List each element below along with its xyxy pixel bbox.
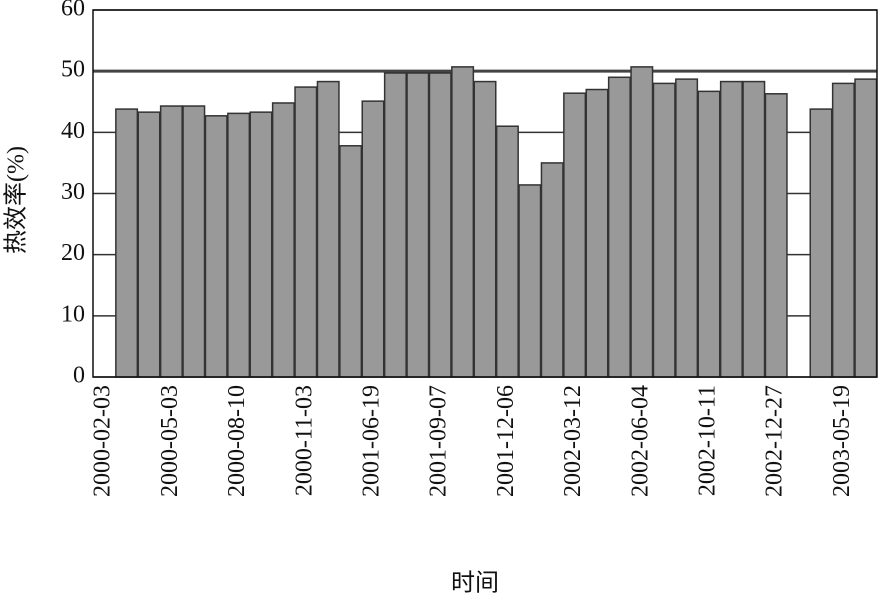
bar xyxy=(495,125,519,378)
x-tick-label: 2000-11-03 xyxy=(291,385,317,496)
bar xyxy=(854,78,878,378)
bar xyxy=(316,80,340,378)
bar xyxy=(249,111,273,378)
bar xyxy=(204,115,228,378)
plot-frame xyxy=(92,9,878,378)
x-tick-label: 2001-09-07 xyxy=(426,385,452,497)
x-tick-label: 2001-12-06 xyxy=(493,385,519,497)
bar xyxy=(271,102,295,378)
bar xyxy=(182,105,206,378)
y-tick-label: 0 xyxy=(73,363,85,389)
bar xyxy=(585,88,609,378)
bar xyxy=(540,162,564,378)
bar xyxy=(159,105,183,378)
bar xyxy=(227,112,251,378)
bar xyxy=(630,66,654,378)
bar xyxy=(294,86,318,378)
y-tick-label: 40 xyxy=(61,118,85,144)
bar xyxy=(473,80,497,378)
bar xyxy=(451,66,475,378)
y-tick-label: 30 xyxy=(61,179,85,205)
x-tick-label: 2000-02-03 xyxy=(90,385,116,497)
bar xyxy=(518,184,542,378)
y-tick-label: 50 xyxy=(61,57,85,83)
bar xyxy=(428,72,452,378)
bar xyxy=(137,111,161,378)
bar xyxy=(764,93,788,378)
x-tick-label: 2001-06-19 xyxy=(359,385,385,497)
y-axis-label: 热效率(%) xyxy=(3,146,30,254)
bar xyxy=(607,76,631,378)
bar xyxy=(675,78,699,378)
x-tick-label: 2002-10-11 xyxy=(695,385,721,496)
x-tick-label: 2002-06-04 xyxy=(627,385,653,497)
bar xyxy=(809,108,833,378)
x-axis-label: 时间 xyxy=(451,570,499,597)
bar xyxy=(361,100,385,378)
y-tick-label: 60 xyxy=(61,0,85,22)
bar xyxy=(383,72,407,378)
x-tick-label: 2002-03-12 xyxy=(560,385,586,497)
x-tick-label: 2000-05-03 xyxy=(157,385,183,497)
bar xyxy=(563,92,587,378)
bar xyxy=(406,72,430,378)
x-tick-label: 2002-12-27 xyxy=(762,385,788,497)
bar xyxy=(719,80,743,378)
bar xyxy=(652,82,676,378)
y-tick-label: 20 xyxy=(61,240,85,266)
x-tick-label: 2003-05-19 xyxy=(829,385,855,497)
bar xyxy=(115,108,139,378)
bar xyxy=(339,145,363,378)
bar xyxy=(697,90,721,378)
x-tick-label: 2000-08-10 xyxy=(224,385,250,497)
bar xyxy=(831,82,855,378)
y-tick-label: 10 xyxy=(61,301,85,327)
bar xyxy=(742,80,766,378)
